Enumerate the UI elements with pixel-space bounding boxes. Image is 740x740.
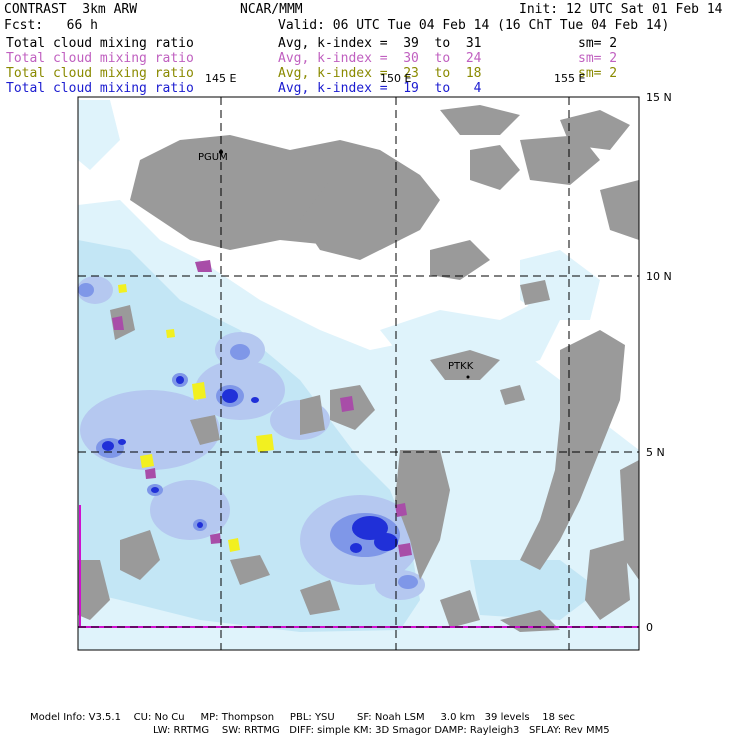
field-avg-2: Avg, k-index = 30 to 24 <box>278 51 482 66</box>
lat-label-15n: 15 N <box>646 91 672 104</box>
lat-label-0: 0 <box>646 621 653 634</box>
field-name-2: Total cloud mixing ratio <box>6 51 194 66</box>
field-sm-2: sm= 2 <box>578 51 618 66</box>
map-shading <box>78 97 639 650</box>
pgum-marker <box>219 150 223 154</box>
field-name-4: Total cloud mixing ratio <box>6 81 194 96</box>
init-time: Init: 12 UTC Sat 01 Feb 14 <box>519 2 723 17</box>
forecast-hour: Fcst: 66 h <box>4 18 98 33</box>
yellow-patches <box>118 284 274 552</box>
field-sm-1: sm= 2 <box>578 36 618 51</box>
magenta-patches <box>112 260 412 557</box>
lat-lon-grid <box>78 97 639 650</box>
lat-label-10n: 10 N <box>646 270 672 283</box>
field-avg-1: Avg, k-index = 39 to 31 <box>278 36 482 51</box>
lat-label-5n: 5 N <box>646 446 665 459</box>
valid-time: Valid: 06 UTC Tue 04 Feb 14 (16 ChT Tue … <box>278 18 670 33</box>
org-title: NCAR/MMM <box>240 2 303 17</box>
field-sm-3: sm= 2 <box>578 66 618 81</box>
field-name-1: Total cloud mixing ratio <box>6 36 194 51</box>
gray-cloud-streaks <box>78 105 639 632</box>
ptkk-marker <box>466 375 470 379</box>
field-avg-4: Avg, k-index = 19 to 4 <box>278 81 482 96</box>
station-pgum: PGUM <box>198 152 228 163</box>
model-title: CONTRAST 3km ARW <box>4 2 138 17</box>
lon-label-145: 145 E <box>205 72 237 85</box>
field-avg-3: Avg, k-index = 23 to 18 <box>278 66 482 81</box>
lon-label-155: 155 E <box>554 72 586 85</box>
model-info-line1: Model Info: V3.5.1 CU: No Cu MP: Thompso… <box>30 712 576 723</box>
blue-cloud-core <box>102 376 398 553</box>
field-name-3: Total cloud mixing ratio <box>6 66 194 81</box>
model-info-line2: LW: RRTMG SW: RRTMG DIFF: simple KM: 3D … <box>153 725 610 736</box>
station-ptkk: PTKK <box>448 361 474 372</box>
lon-label-150: 150 E <box>380 72 412 85</box>
map-frame <box>77 96 640 651</box>
